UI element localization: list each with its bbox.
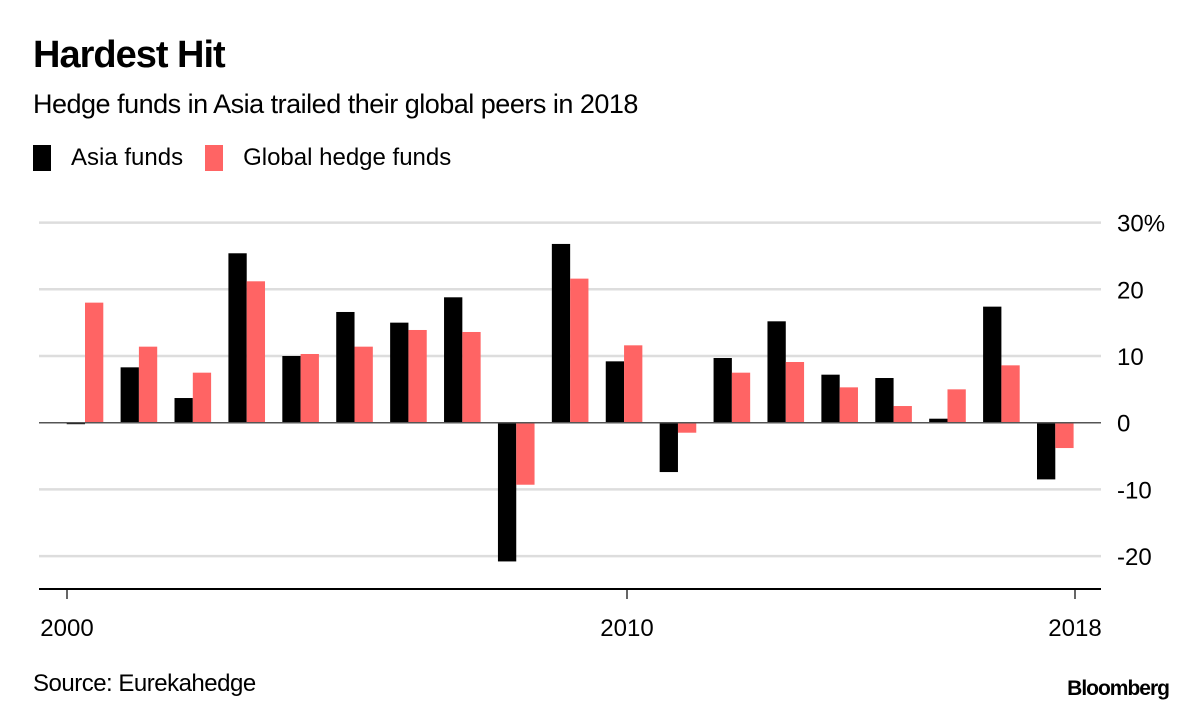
bar-asia-2015 — [875, 378, 894, 423]
legend-swatch-global — [205, 145, 224, 171]
bar-asia-2011 — [659, 422, 678, 473]
bar-global-2006 — [408, 329, 427, 423]
bar-asia-2008 — [497, 422, 517, 562]
bar-asia-2006 — [390, 322, 409, 423]
y-tick-label: 10 — [1117, 344, 1144, 371]
y-tick-label: 20 — [1117, 277, 1144, 304]
chart-subtitle: Hedge funds in Asia trailed their global… — [33, 89, 638, 119]
x-tick-label: 2000 — [40, 615, 93, 642]
bar-asia-2010 — [605, 361, 625, 423]
bar-global-2016 — [947, 389, 966, 423]
legend-label-asia: Asia funds — [71, 144, 184, 171]
bar-asia-2009 — [551, 243, 571, 423]
legend-swatch-asia — [33, 145, 51, 171]
bar-global-2002 — [192, 372, 212, 423]
source-note: Source: Eurekahedge — [33, 670, 256, 697]
bar-asia-2016 — [929, 418, 948, 423]
bar-asia-2003 — [228, 253, 247, 423]
x-tick-label: 2018 — [1048, 615, 1101, 642]
bar-global-2014 — [839, 387, 858, 423]
legend-item-asia: Asia funds — [33, 144, 183, 172]
bar-global-2004 — [300, 353, 319, 423]
bar-asia-2007 — [444, 297, 463, 423]
bar-asia-2004 — [282, 356, 301, 423]
bar-asia-2012 — [713, 358, 732, 423]
legend: Asia funds Global hedge funds — [33, 144, 473, 172]
bar-asia-2018 — [1037, 422, 1056, 480]
x-tick-label: 2010 — [600, 615, 653, 642]
bar-asia-2005 — [336, 311, 355, 423]
bar-global-2001 — [138, 346, 158, 423]
bar-global-2003 — [246, 281, 266, 423]
bar-global-2017 — [1001, 365, 1020, 423]
bar-asia-2014 — [821, 374, 840, 423]
y-tick-label: -20 — [1117, 544, 1152, 571]
bar-global-2005 — [354, 346, 373, 423]
bar-global-2012 — [731, 372, 751, 423]
y-tick-label: -10 — [1117, 477, 1152, 504]
bar-global-2009 — [570, 278, 589, 423]
bar-asia-2002 — [174, 398, 193, 423]
legend-label-global: Global hedge funds — [243, 144, 452, 171]
y-tick-label: 0 — [1117, 411, 1130, 438]
bar-global-2010 — [624, 345, 643, 423]
bloomberg-logo: Bloomberg — [1067, 677, 1170, 700]
bars — [66, 243, 1074, 562]
bar-asia-2017 — [983, 306, 1002, 423]
bar-global-2000 — [85, 302, 104, 423]
bar-global-2018 — [1055, 422, 1074, 449]
y-tick-label: 30% — [1117, 211, 1165, 238]
bar-asia-2001 — [120, 367, 139, 423]
bar-global-2008 — [516, 422, 535, 485]
legend-item-global: Global hedge funds — [205, 144, 451, 172]
bar-global-2013 — [785, 362, 805, 423]
chart-title: Hardest Hit — [33, 34, 226, 76]
bar-global-2015 — [893, 406, 912, 423]
bar-global-2011 — [677, 422, 697, 433]
bar-asia-2013 — [767, 321, 786, 423]
bar-global-2007 — [462, 331, 481, 423]
